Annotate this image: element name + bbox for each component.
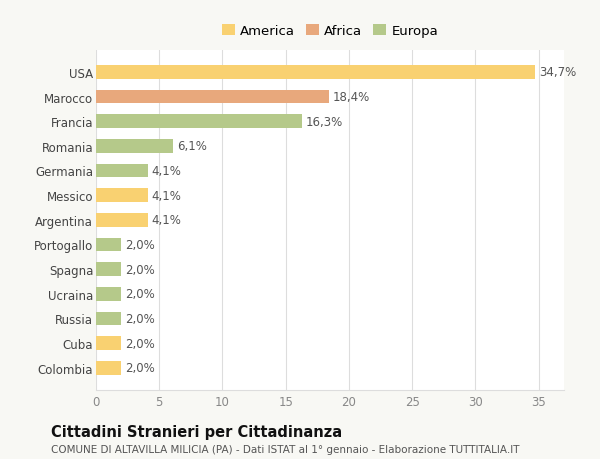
Bar <box>96 189 148 202</box>
Bar <box>96 336 121 350</box>
Text: 4,1%: 4,1% <box>152 165 182 178</box>
Bar <box>96 115 302 129</box>
Bar <box>96 66 535 79</box>
Text: 2,0%: 2,0% <box>125 263 155 276</box>
Text: 6,1%: 6,1% <box>177 140 207 153</box>
Text: 2,0%: 2,0% <box>125 361 155 375</box>
Bar <box>96 312 121 325</box>
Text: 18,4%: 18,4% <box>332 91 370 104</box>
Text: COMUNE DI ALTAVILLA MILICIA (PA) - Dati ISTAT al 1° gennaio - Elaborazione TUTTI: COMUNE DI ALTAVILLA MILICIA (PA) - Dati … <box>51 444 520 454</box>
Text: 2,0%: 2,0% <box>125 312 155 325</box>
Text: 4,1%: 4,1% <box>152 189 182 202</box>
Bar <box>96 287 121 301</box>
Text: 2,0%: 2,0% <box>125 288 155 301</box>
Bar <box>96 263 121 276</box>
Bar <box>96 140 173 153</box>
Text: 2,0%: 2,0% <box>125 238 155 252</box>
Bar <box>96 361 121 375</box>
Text: 4,1%: 4,1% <box>152 214 182 227</box>
Bar <box>96 90 329 104</box>
Legend: America, Africa, Europa: America, Africa, Europa <box>219 22 441 40</box>
Bar <box>96 213 148 227</box>
Bar <box>96 238 121 252</box>
Text: 2,0%: 2,0% <box>125 337 155 350</box>
Text: Cittadini Stranieri per Cittadinanza: Cittadini Stranieri per Cittadinanza <box>51 425 342 440</box>
Text: 16,3%: 16,3% <box>306 115 343 129</box>
Text: 34,7%: 34,7% <box>539 66 576 79</box>
Bar <box>96 164 148 178</box>
